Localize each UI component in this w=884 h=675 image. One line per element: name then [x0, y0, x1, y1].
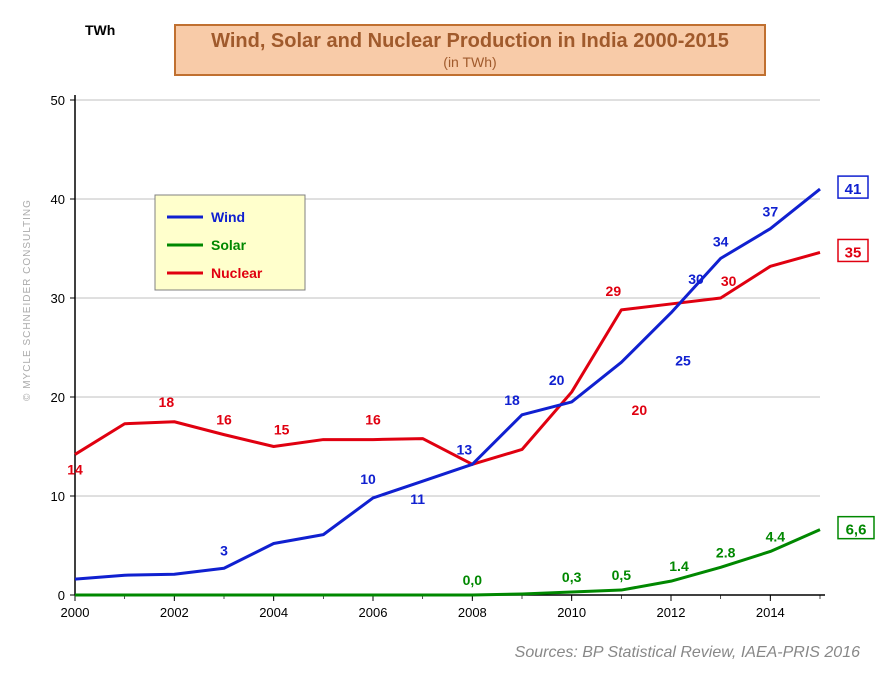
data-label-wind: 20	[549, 372, 565, 388]
x-tick-label: 2008	[458, 605, 487, 620]
chart-container: 0102030405020002002200420062008201020122…	[0, 0, 884, 675]
y-tick-label: 10	[51, 489, 65, 504]
data-label-nuclear: 20	[632, 402, 648, 418]
y-tick-label: 20	[51, 390, 65, 405]
data-label-solar: 0,3	[562, 569, 582, 585]
x-tick-label: 2004	[259, 605, 288, 620]
x-tick-label: 2002	[160, 605, 189, 620]
line-chart: 0102030405020002002200420062008201020122…	[0, 0, 884, 675]
data-label-nuclear: 15	[274, 422, 290, 438]
data-label-solar: 1.4	[669, 558, 689, 574]
data-label-nuclear: 16	[365, 412, 381, 428]
data-label-solar: 0,5	[612, 567, 632, 583]
x-tick-label: 2006	[359, 605, 388, 620]
y-tick-label: 40	[51, 192, 65, 207]
chart-title: Wind, Solar and Nuclear Production in In…	[211, 30, 729, 52]
end-label-solar: 6,6	[846, 522, 867, 539]
legend-label-wind: Wind	[211, 209, 245, 225]
data-label-solar: 0,0	[463, 572, 483, 588]
end-label-wind: 41	[845, 181, 862, 198]
source-text: Sources: BP Statistical Review, IAEA-PRI…	[515, 644, 860, 661]
x-tick-label: 2000	[61, 605, 90, 620]
data-label-nuclear: 29	[606, 283, 622, 299]
data-label-wind: 37	[763, 204, 779, 220]
y-tick-label: 0	[58, 588, 65, 603]
data-label-wind: 11	[410, 491, 425, 507]
data-label-nuclear: 16	[216, 412, 232, 428]
legend-label-nuclear: Nuclear	[211, 265, 263, 281]
legend-label-solar: Solar	[211, 237, 247, 253]
data-label-wind: 10	[360, 471, 376, 487]
data-label-wind: 34	[713, 233, 729, 249]
data-label-solar: 2.8	[716, 544, 736, 560]
data-label-wind: 30	[688, 271, 704, 287]
end-label-nuclear: 35	[845, 244, 862, 261]
y-tick-label: 50	[51, 93, 65, 108]
data-label-nuclear: 14	[67, 461, 83, 477]
x-tick-label: 2012	[657, 605, 686, 620]
data-label-wind: 13	[457, 441, 473, 457]
x-tick-label: 2014	[756, 605, 785, 620]
data-label-nuclear: 18	[159, 394, 175, 410]
data-label-wind: 18	[504, 392, 520, 408]
data-label-nuclear: 30	[721, 273, 737, 289]
chart-subtitle: (in TWh)	[443, 54, 496, 70]
copyright-text: © MYCLE SCHNEIDER CONSULTING	[22, 199, 33, 401]
x-tick-label: 2010	[557, 605, 586, 620]
data-label-solar: 4.4	[766, 528, 786, 544]
data-label-wind: 3	[220, 542, 228, 558]
y-axis-label: TWh	[85, 22, 115, 38]
y-tick-label: 30	[51, 291, 65, 306]
data-label-wind: 25	[675, 353, 691, 369]
